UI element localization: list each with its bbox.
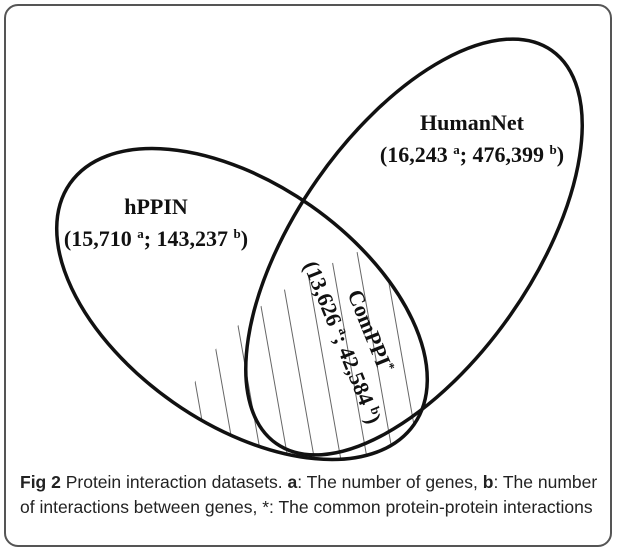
figure-frame: HumanNet (16,243 a; 476,399 b) hPPIN (15… (4, 4, 612, 547)
hppin-name: hPPIN (124, 194, 188, 219)
caption-key: b (482, 472, 494, 492)
humannet-name: HumanNet (420, 110, 525, 135)
stat: ; 143,237 (144, 226, 234, 251)
stat: (15,710 (64, 226, 137, 251)
sup: a (137, 226, 144, 241)
stat: ) (557, 142, 564, 167)
humannet-stats: (16,243 a; 476,399 b) (380, 142, 564, 167)
sup: a (453, 142, 460, 157)
hppin-ellipse (54, 146, 430, 462)
sup: b (550, 142, 557, 157)
sup: * (382, 361, 398, 373)
caption-key: a (287, 472, 298, 492)
caption-text: : The number of interactions between gen… (20, 472, 603, 517)
stat: ; 476,399 (460, 142, 550, 167)
stat: ) (241, 226, 248, 251)
caption-text: : The number of genes, (297, 472, 483, 492)
hppin-stats: (15,710 a; 143,237 b) (64, 226, 248, 251)
caption-label: Fig 2 (20, 472, 61, 492)
caption-text: Protein interaction datasets. (60, 472, 288, 492)
sup: b (234, 226, 241, 241)
humannet-ellipse (244, 37, 584, 457)
caption: Fig 2 Protein interaction datasets. a: T… (20, 470, 605, 520)
stat: (16,243 (380, 142, 453, 167)
venn-diagram: HumanNet (16,243 a; 476,399 b) hPPIN (15… (54, 37, 584, 462)
